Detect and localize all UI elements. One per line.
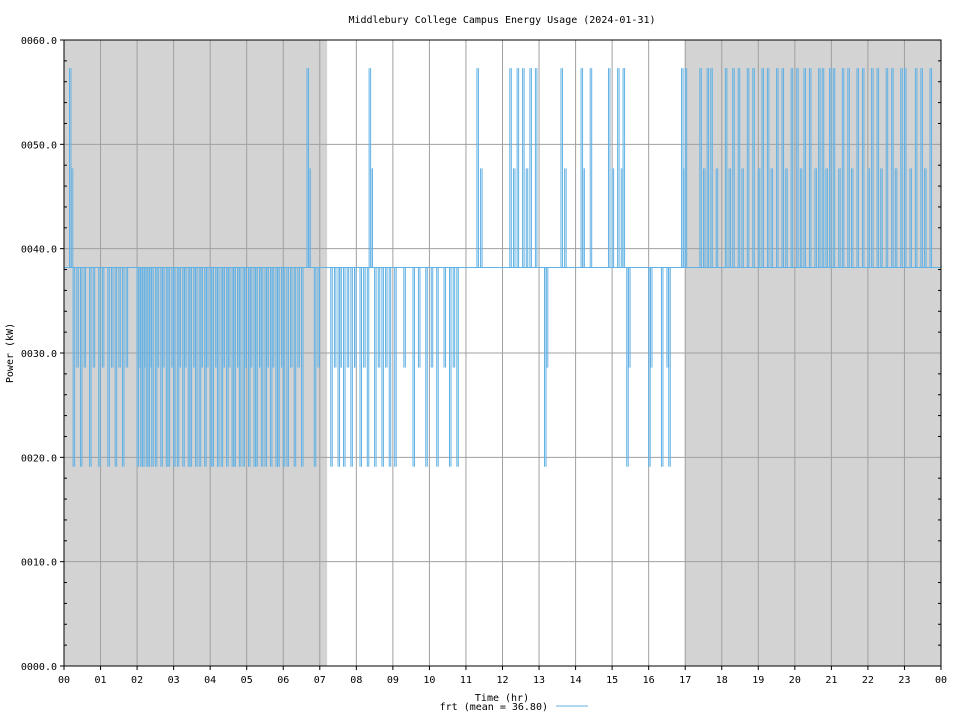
series-frt [64, 68, 941, 467]
x-tick-label: 20 [789, 675, 801, 686]
x-tick-label: 07 [314, 675, 326, 686]
x-tick-label: 08 [350, 675, 362, 686]
x-tick-label: 00 [935, 675, 947, 686]
x-tick-label: 22 [862, 675, 874, 686]
y-tick-label: 0030.0 [21, 349, 57, 360]
legend: frt (mean = 36.80) [440, 702, 588, 713]
x-tick-label: 10 [423, 675, 435, 686]
x-tick-label: 19 [752, 675, 764, 686]
x-axis-label: Time (hr) [475, 693, 529, 704]
x-tick-label: 15 [606, 675, 618, 686]
chart-title: Middlebury College Campus Energy Usage (… [348, 15, 655, 26]
axis-ticks: 00 01 02 03 04 05 06 07 08 09 10 11 12 13 14 15 16 17 18 19… [21, 36, 947, 686]
legend-label: frt (mean = 36.80) [440, 702, 548, 713]
y-tick-label: 0050.0 [21, 140, 57, 151]
x-tick-label: 01 [95, 675, 107, 686]
x-tick-label: 23 [898, 675, 910, 686]
x-tick-label: 11 [460, 675, 472, 686]
x-tick-label: 12 [496, 675, 508, 686]
x-tick-label: 00 [58, 675, 70, 686]
x-tick-label: 02 [131, 675, 143, 686]
x-tick-label: 14 [570, 675, 582, 686]
x-tick-label: 09 [387, 675, 399, 686]
x-tick-label: 21 [825, 675, 837, 686]
x-tick-label: 03 [168, 675, 180, 686]
y-tick-label: 0010.0 [21, 558, 57, 569]
x-tick-label: 04 [204, 675, 216, 686]
x-tick-label: 18 [716, 675, 728, 686]
y-axis-label: Power (kW) [5, 323, 16, 383]
x-tick-label: 16 [643, 675, 655, 686]
y-tick-label: 0040.0 [21, 245, 57, 256]
x-tick-label: 13 [533, 675, 545, 686]
y-tick-label: 0020.0 [21, 453, 57, 464]
x-tick-label: 06 [277, 675, 289, 686]
y-tick-label: 0000.0 [21, 662, 57, 673]
x-tick-label: 05 [241, 675, 253, 686]
y-tick-label: 0060.0 [21, 36, 57, 47]
x-tick-label: 17 [679, 675, 691, 686]
